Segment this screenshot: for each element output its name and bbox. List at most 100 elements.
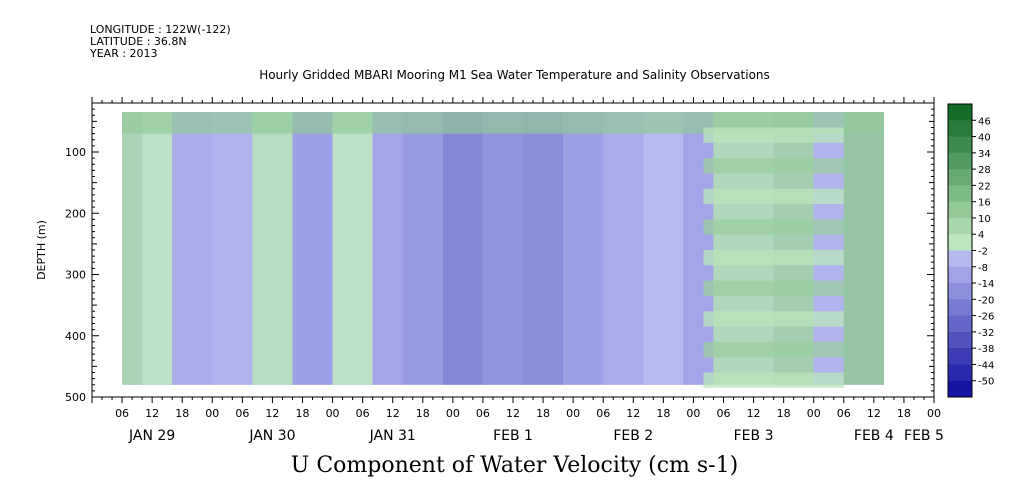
colorbar-segment bbox=[948, 169, 972, 186]
x-day-label: FEB 3 bbox=[734, 428, 774, 444]
heatmap-band bbox=[122, 112, 143, 385]
heatmap-surface-band bbox=[122, 112, 884, 134]
x-hour-label: 18 bbox=[656, 407, 670, 420]
latitude-label: LATITUDE : 36.8N bbox=[90, 35, 187, 48]
x-hour-label: 06 bbox=[717, 407, 731, 420]
x-hour-label: 00 bbox=[566, 407, 580, 420]
x-hour-label: 00 bbox=[446, 407, 460, 420]
colorbar-label: -14 bbox=[978, 279, 994, 290]
x-hour-label: 12 bbox=[626, 407, 640, 420]
x-day-label: FEB 2 bbox=[613, 428, 653, 444]
x-hour-label: 06 bbox=[356, 407, 370, 420]
x-day-label: JAN 30 bbox=[248, 428, 295, 444]
y-axis-label: DEPTH (m) bbox=[35, 220, 48, 280]
heatmap-layer bbox=[703, 280, 844, 296]
colorbar-label: 4 bbox=[978, 230, 984, 241]
colorbar-segment bbox=[948, 364, 972, 382]
colorbar-segment bbox=[948, 348, 972, 365]
colorbar-segment bbox=[948, 299, 972, 317]
colorbar-segment bbox=[948, 136, 972, 154]
colorbar-label: -50 bbox=[978, 377, 994, 388]
colorbar-segment bbox=[948, 380, 972, 398]
x-hour-label: 12 bbox=[867, 407, 881, 420]
heatmap-band bbox=[603, 112, 644, 385]
x-hour-label: 12 bbox=[747, 407, 761, 420]
colorbar-segment bbox=[948, 104, 972, 121]
colorbar-segment bbox=[948, 120, 972, 138]
x-day-label: FEB 5 bbox=[904, 428, 944, 444]
x-hour-label: 12 bbox=[506, 407, 520, 420]
colorbar-label: 22 bbox=[978, 181, 991, 192]
heatmap-band bbox=[212, 112, 253, 385]
colorbar-segment bbox=[948, 234, 972, 251]
heatmap-band bbox=[292, 112, 333, 385]
x-hour-label: 18 bbox=[897, 407, 911, 420]
colorbar-segment bbox=[948, 217, 972, 235]
colorbar-label: 40 bbox=[978, 133, 991, 144]
y-tick-label: 100 bbox=[65, 146, 86, 159]
x-hour-label: 18 bbox=[175, 407, 189, 420]
heatmap-band bbox=[773, 112, 814, 385]
heatmap-band bbox=[172, 112, 213, 385]
colorbar-label: -44 bbox=[978, 360, 994, 371]
colorbar-label: 46 bbox=[978, 116, 991, 127]
heatmap-band bbox=[713, 112, 774, 385]
colorbar-label: -38 bbox=[978, 344, 994, 355]
heatmap-layer bbox=[703, 158, 844, 174]
colorbar-segment bbox=[948, 201, 972, 219]
x-hour-label: 18 bbox=[416, 407, 430, 420]
x-hour-label: 12 bbox=[265, 407, 279, 420]
x-hour-label: 00 bbox=[807, 407, 821, 420]
x-hour-label: 06 bbox=[596, 407, 610, 420]
x-hour-label: 00 bbox=[326, 407, 340, 420]
heatmap-band bbox=[843, 112, 884, 385]
x-hour-label: 18 bbox=[296, 407, 310, 420]
colorbar-segment bbox=[948, 250, 972, 268]
x-day-label: JAN 29 bbox=[128, 428, 175, 444]
heatmap-band bbox=[482, 112, 524, 385]
colorbar-label: -8 bbox=[978, 263, 988, 274]
heatmap-layer bbox=[703, 372, 844, 388]
colorbar-segment bbox=[948, 152, 972, 170]
heatmap-band bbox=[142, 112, 173, 385]
heatmap-band bbox=[523, 112, 564, 385]
y-tick-label: 200 bbox=[65, 207, 86, 220]
x-hour-label: 18 bbox=[536, 407, 550, 420]
heatmap-layer bbox=[703, 311, 844, 327]
y-tick-label: 500 bbox=[65, 391, 86, 404]
colorbar-segment bbox=[948, 283, 972, 300]
x-hour-label: 06 bbox=[115, 407, 129, 420]
colorbar-segment bbox=[948, 331, 972, 349]
heatmap-band bbox=[643, 112, 684, 385]
heatmap-band bbox=[372, 112, 403, 385]
colorbar-label: 10 bbox=[978, 214, 991, 225]
x-day-label: FEB 4 bbox=[854, 428, 894, 444]
x-hour-label: 06 bbox=[235, 407, 249, 420]
colorbar-segment bbox=[948, 266, 972, 284]
colorbar-label: 34 bbox=[978, 149, 991, 160]
x-hour-label: 06 bbox=[837, 407, 851, 420]
x-day-label: FEB 1 bbox=[493, 428, 533, 444]
y-tick-label: 300 bbox=[65, 269, 86, 282]
colorbar-segment bbox=[948, 315, 972, 333]
x-hour-label: 18 bbox=[777, 407, 791, 420]
x-hour-label: 00 bbox=[686, 407, 700, 420]
year-label: YEAR : 2013 bbox=[90, 47, 158, 60]
y-tick-label: 400 bbox=[65, 330, 86, 343]
x-day-label: JAN 31 bbox=[369, 428, 416, 444]
heatmap-band bbox=[442, 112, 483, 385]
heatmap-band bbox=[402, 112, 443, 385]
colorbar-label: 16 bbox=[978, 198, 991, 209]
chart-title: Hourly Gridded MBARI Mooring M1 Sea Wate… bbox=[259, 68, 770, 82]
x-hour-label: 12 bbox=[386, 407, 400, 420]
heatmap-band bbox=[683, 112, 714, 385]
heatmap-band bbox=[563, 112, 604, 385]
heatmap-layer bbox=[703, 250, 844, 266]
heatmap-layer bbox=[703, 219, 844, 235]
variable-title: U Component of Water Velocity (cm s-1) bbox=[290, 453, 739, 478]
heatmap-layer bbox=[703, 188, 844, 205]
heatmap-band bbox=[252, 112, 293, 385]
heatmap-band bbox=[332, 112, 373, 385]
colorbar-label: -32 bbox=[978, 328, 994, 339]
